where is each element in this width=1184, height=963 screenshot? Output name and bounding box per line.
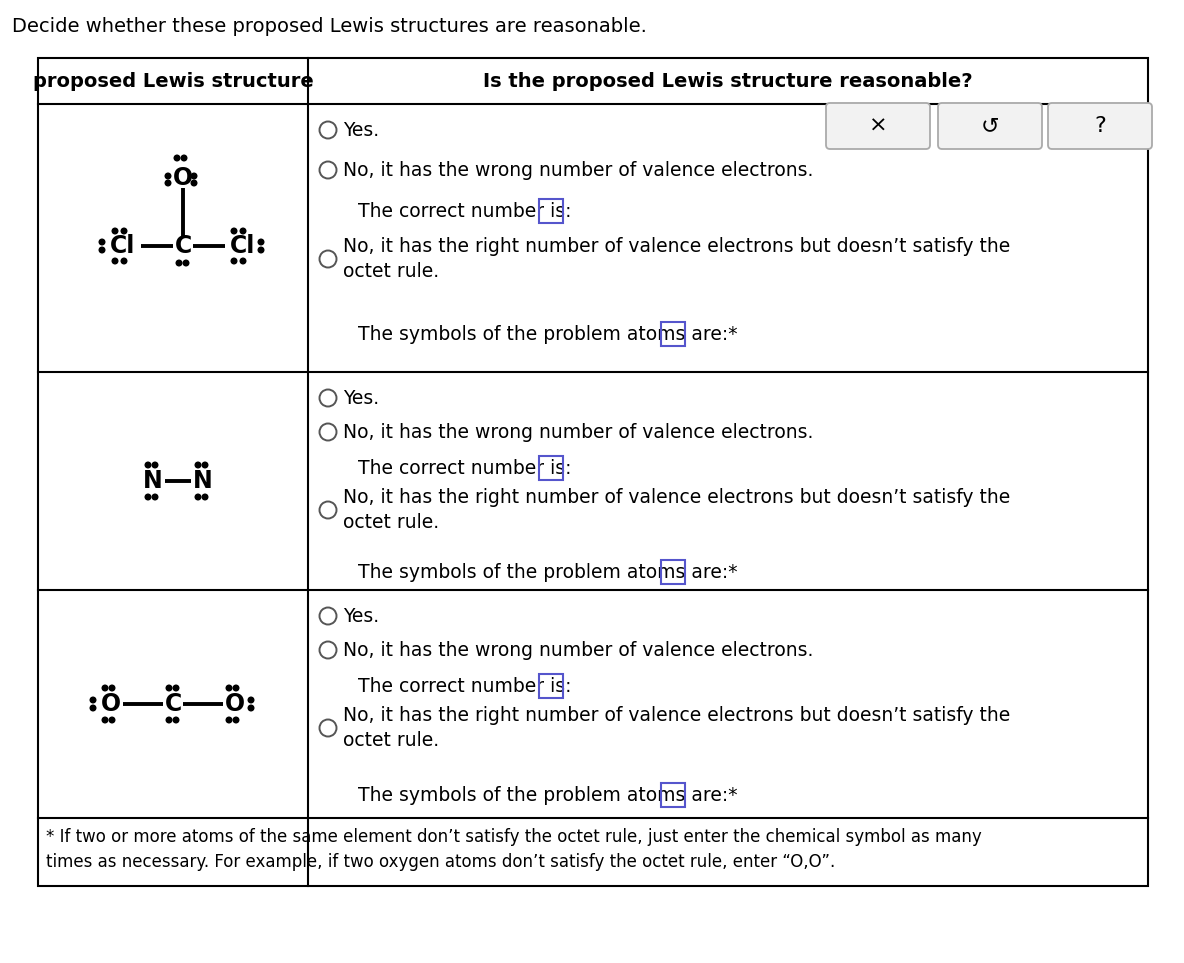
Circle shape (191, 180, 197, 186)
Text: The correct number is:: The correct number is: (358, 201, 578, 221)
Circle shape (90, 697, 96, 703)
Circle shape (173, 686, 179, 690)
Circle shape (195, 462, 201, 468)
Circle shape (102, 686, 108, 690)
Bar (661, 560, 684, 584)
Circle shape (231, 228, 237, 234)
Circle shape (226, 686, 232, 690)
Text: ↺: ↺ (980, 116, 999, 136)
Text: No, it has the wrong number of valence electrons.: No, it has the wrong number of valence e… (343, 640, 813, 660)
Circle shape (258, 239, 264, 245)
Text: O: O (101, 692, 121, 716)
Text: Yes.: Yes. (343, 388, 379, 407)
Text: No, it has the right number of valence electrons but doesn’t satisfy the
octet r: No, it has the right number of valence e… (343, 237, 1010, 281)
Circle shape (173, 717, 179, 723)
Circle shape (233, 717, 239, 723)
Circle shape (102, 717, 108, 723)
Text: No, it has the right number of valence electrons but doesn’t satisfy the
octet r: No, it has the right number of valence e… (343, 488, 1010, 532)
Circle shape (226, 717, 232, 723)
Circle shape (258, 247, 264, 253)
Circle shape (202, 462, 208, 468)
Text: No, it has the wrong number of valence electrons.: No, it has the wrong number of valence e… (343, 423, 813, 441)
Circle shape (121, 228, 127, 234)
Text: The symbols of the problem atoms are:*: The symbols of the problem atoms are:* (358, 562, 738, 582)
Text: N: N (193, 469, 213, 493)
Circle shape (249, 705, 253, 711)
Text: O: O (225, 692, 245, 716)
Circle shape (121, 258, 127, 264)
Bar (539, 456, 564, 480)
Circle shape (233, 686, 239, 690)
Text: C: C (165, 692, 181, 716)
Circle shape (112, 258, 117, 264)
Circle shape (153, 462, 157, 468)
Circle shape (109, 686, 115, 690)
Text: The symbols of the problem atoms are:*: The symbols of the problem atoms are:* (358, 325, 738, 344)
Circle shape (166, 717, 172, 723)
Bar (38, 58, 1148, 886)
Circle shape (184, 260, 188, 266)
Text: Yes.: Yes. (343, 607, 379, 626)
Text: No, it has the right number of valence electrons but doesn’t satisfy the
octet r: No, it has the right number of valence e… (343, 706, 1010, 750)
Circle shape (231, 258, 237, 264)
Circle shape (166, 686, 172, 690)
Circle shape (174, 155, 180, 161)
Circle shape (153, 494, 157, 500)
Circle shape (240, 228, 246, 234)
Text: The correct number is:: The correct number is: (358, 676, 578, 695)
FancyBboxPatch shape (1048, 103, 1152, 149)
Circle shape (176, 260, 182, 266)
Bar (661, 322, 684, 346)
Text: N: N (143, 469, 163, 493)
Circle shape (166, 180, 170, 186)
Circle shape (99, 239, 105, 245)
Circle shape (249, 697, 253, 703)
Text: Cl: Cl (231, 234, 256, 258)
Text: Decide whether these proposed Lewis structures are reasonable.: Decide whether these proposed Lewis stru… (12, 17, 646, 36)
Text: The symbols of the problem atoms are:*: The symbols of the problem atoms are:* (358, 786, 738, 804)
Text: ×: × (869, 116, 887, 136)
Circle shape (109, 717, 115, 723)
Circle shape (146, 494, 150, 500)
Text: * If two or more atoms of the same element don’t satisfy the octet rule, just en: * If two or more atoms of the same eleme… (46, 828, 982, 871)
Circle shape (146, 462, 150, 468)
Circle shape (240, 258, 246, 264)
Text: No, it has the wrong number of valence electrons.: No, it has the wrong number of valence e… (343, 161, 813, 179)
FancyBboxPatch shape (826, 103, 929, 149)
Text: Is the proposed Lewis structure reasonable?: Is the proposed Lewis structure reasonab… (483, 71, 973, 91)
Text: Yes.: Yes. (343, 120, 379, 140)
FancyBboxPatch shape (938, 103, 1042, 149)
Circle shape (181, 155, 187, 161)
Text: C: C (174, 234, 192, 258)
Circle shape (90, 705, 96, 711)
Bar (539, 674, 564, 698)
Text: The correct number is:: The correct number is: (358, 458, 578, 478)
Circle shape (191, 173, 197, 179)
Text: proposed Lewis structure: proposed Lewis structure (33, 71, 314, 91)
Circle shape (99, 247, 105, 253)
Text: O: O (173, 166, 193, 190)
Circle shape (112, 228, 117, 234)
Circle shape (195, 494, 201, 500)
Bar (539, 199, 564, 223)
Circle shape (202, 494, 208, 500)
Circle shape (166, 173, 170, 179)
Text: ?: ? (1094, 116, 1106, 136)
Bar (661, 783, 684, 807)
Text: Cl: Cl (110, 234, 136, 258)
